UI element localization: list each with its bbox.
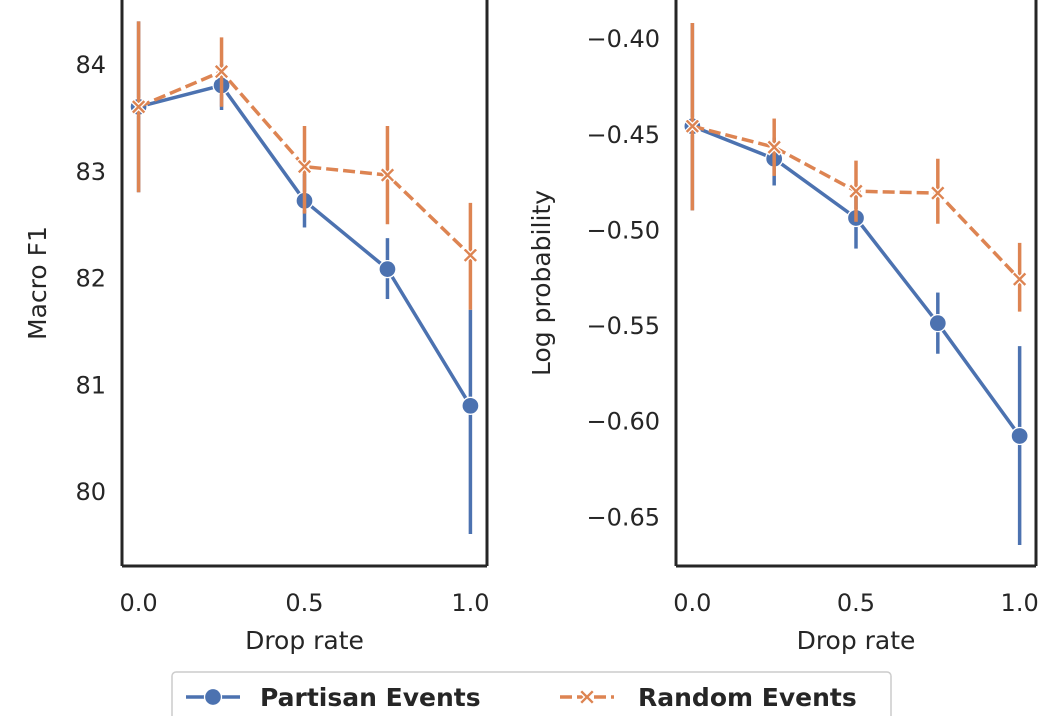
panel-1-y-tick-label: 81: [75, 371, 106, 399]
legend: Partisan Events Random Events: [171, 671, 892, 716]
panel-1-random-events-point: [130, 98, 148, 116]
panel-2-random-events-point: [765, 138, 783, 156]
legend-label-random-events: Random Events: [638, 683, 857, 712]
legend-frame: [171, 671, 892, 716]
panel-1-random-events-point: [296, 158, 313, 176]
panel-2-x-tick-label: 0.0: [673, 589, 711, 617]
panel-1-y-tick-label: 82: [75, 265, 106, 293]
panel-2-y-tick-label: −0.40: [586, 25, 660, 53]
panel-1-y-tick-label: 84: [75, 51, 106, 79]
panel-2-y-tick-label: −0.45: [586, 121, 660, 149]
panel-2-partisan-events-point: [1010, 426, 1029, 446]
legend-marker-random-events: [578, 688, 596, 706]
panel-1-x-axis-label: Drop rate: [245, 626, 364, 655]
log-probability-chart: 0.0 0.5 1.0 −0.40 −0.45 −0.50 −0.55 −0.60 −0.65 D…: [527, 0, 1039, 655]
panel-1-y-tick-label: 83: [75, 158, 106, 186]
panel-2-partisan-events-point: [928, 314, 947, 333]
panel-1-random-events-point: [461, 246, 479, 264]
panel-1-partisan-events-point: [378, 259, 397, 279]
panel-2-x-tick-label: 1.0: [1001, 589, 1039, 617]
panel-2-random-events-point: [929, 184, 947, 202]
legend-marker-partisan-events: [203, 687, 223, 707]
panel-1-random-events-point: [213, 63, 230, 81]
panel-1-y-tick-label: 80: [75, 478, 106, 506]
panel-2-y-tick-label: −0.60: [586, 408, 660, 436]
legend-label-partisan-events: Partisan Events: [260, 683, 481, 712]
panel-1-partisan-events-point: [461, 396, 480, 415]
panel-1-y-axis-label: Macro F1: [23, 226, 52, 340]
panel-2-random-events-point: [683, 117, 701, 135]
panel-1-x-tick-label: 0.0: [120, 589, 158, 617]
panel-1-x-tick-label: 0.5: [285, 589, 323, 617]
panel-1-random-events-line: [137, 69, 472, 257]
panel-2-x-tick-label: 0.5: [837, 589, 875, 617]
panel-1-random-events-point: [379, 166, 396, 184]
panel-2-y-axis-label: Log probability: [527, 190, 556, 376]
macro-f1-chart: 0.0 0.5 1.0 80 81 82 83 84 Drop rate Macro F1: [23, 0, 489, 655]
panel-2-y-tick-label: −0.50: [586, 216, 660, 244]
panel-2-random-events-point: [847, 182, 865, 200]
panel-2-random-events-point: [1011, 270, 1029, 288]
panel-2-y-tick-label: −0.55: [586, 312, 660, 340]
panel-2-x-axis-label: Drop rate: [797, 626, 916, 655]
panel-2-y-tick-label: −0.65: [586, 503, 660, 531]
panel-1-x-tick-label: 1.0: [451, 589, 489, 617]
